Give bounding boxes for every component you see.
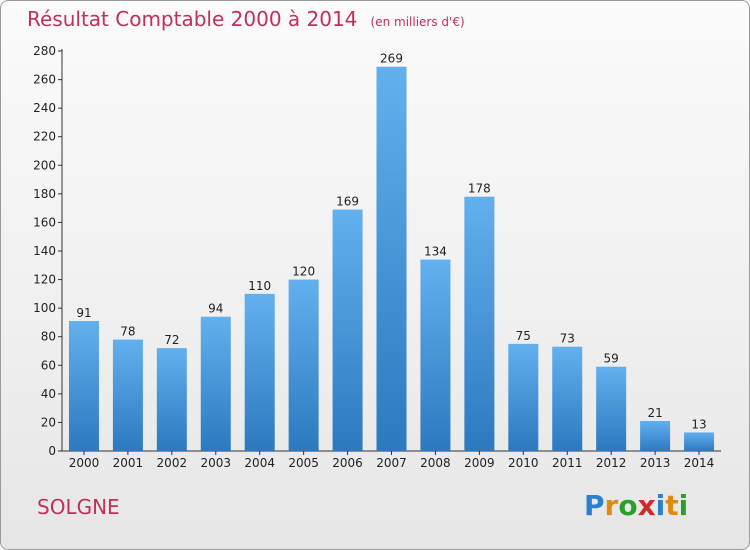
bar	[112, 339, 143, 451]
logo-letter: t	[665, 489, 679, 522]
data-label: 59	[604, 352, 619, 366]
bar	[376, 66, 407, 451]
logo-letter: x	[637, 489, 656, 522]
chart-title-block: Résultat Comptable 2000 à 2014 (en milli…	[27, 7, 465, 31]
logo-letter: r	[604, 489, 619, 522]
x-tick-label: 2009	[464, 456, 495, 470]
y-tick-label: 120	[33, 273, 56, 287]
x-tick-label: 2003	[200, 456, 231, 470]
bar	[420, 259, 451, 451]
x-tick-label: 2004	[244, 456, 275, 470]
x-tick-label: 2013	[640, 456, 671, 470]
x-tick-label: 2005	[288, 456, 319, 470]
y-tick-label: 260	[33, 73, 56, 87]
data-label: 91	[76, 306, 91, 320]
bar	[464, 196, 495, 451]
data-label: 21	[647, 406, 662, 420]
x-tick-label: 2001	[113, 456, 144, 470]
chart-subtitle: (en milliers d'€)	[370, 15, 465, 29]
data-label: 120	[292, 265, 315, 279]
bar	[596, 366, 627, 451]
bar	[552, 346, 583, 451]
y-tick-label: 140	[33, 244, 56, 258]
data-label: 178	[468, 182, 491, 196]
data-label: 73	[560, 332, 575, 346]
logo-letter: i	[655, 489, 666, 522]
y-tick-label: 0	[48, 444, 56, 458]
y-tick-label: 220	[33, 130, 56, 144]
bar	[200, 316, 231, 451]
data-label: 75	[516, 329, 531, 343]
y-tick-label: 200	[33, 158, 56, 172]
data-label: 72	[164, 333, 179, 347]
bar	[156, 348, 187, 451]
x-tick-label: 2006	[332, 456, 363, 470]
x-tick-label: 2000	[69, 456, 100, 470]
y-tick-label: 40	[41, 387, 56, 401]
bar	[508, 343, 539, 451]
bar	[288, 279, 319, 451]
data-label: 94	[208, 302, 223, 316]
bar	[332, 209, 363, 451]
data-label: 269	[380, 52, 403, 66]
y-tick-label: 80	[41, 330, 56, 344]
y-tick-label: 160	[33, 215, 56, 229]
x-tick-label: 2007	[376, 456, 407, 470]
data-label: 134	[424, 245, 447, 259]
data-label: 78	[120, 325, 135, 339]
y-tick-label: 240	[33, 101, 56, 115]
x-tick-label: 2012	[596, 456, 627, 470]
y-tick-label: 280	[33, 44, 56, 58]
logo-letter: P	[584, 489, 605, 522]
x-tick-label: 2011	[552, 456, 583, 470]
y-tick-label: 20	[41, 415, 56, 429]
proxiti-logo: Proxiti	[584, 489, 688, 522]
bar	[68, 321, 99, 451]
y-tick-label: 100	[33, 301, 56, 315]
x-tick-label: 2002	[157, 456, 188, 470]
logo-letter: i	[678, 489, 689, 522]
y-tick-label: 180	[33, 187, 56, 201]
data-label: 169	[336, 195, 359, 209]
commune-name: SOLGNE	[37, 495, 120, 519]
logo-letter: o	[618, 489, 638, 522]
bar	[684, 432, 715, 451]
x-tick-label: 2008	[420, 456, 451, 470]
x-tick-label: 2014	[684, 456, 715, 470]
data-label: 110	[248, 279, 271, 293]
chart-title: Résultat Comptable 2000 à 2014	[27, 7, 358, 31]
x-tick-label: 2010	[508, 456, 539, 470]
bar	[244, 293, 275, 451]
data-label: 13	[691, 417, 706, 431]
y-tick-label: 60	[41, 358, 56, 372]
bar	[640, 421, 671, 451]
